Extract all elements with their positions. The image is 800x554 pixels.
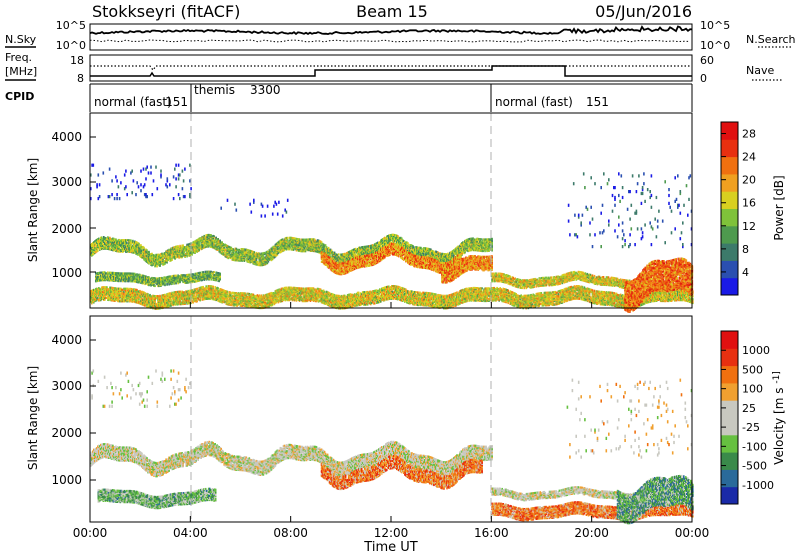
range-gate-cell bbox=[166, 261, 168, 263]
cpid-seg2-id: 3300 bbox=[250, 83, 281, 97]
freq-right-tick-top: 60 bbox=[700, 54, 714, 67]
freq-right-tick-bottom: 0 bbox=[700, 72, 707, 85]
range-gate-cell bbox=[236, 251, 238, 253]
range-gate-cell bbox=[198, 243, 200, 245]
range-gate-cell bbox=[156, 264, 158, 266]
freq-panel-frame bbox=[90, 55, 692, 81]
range-gate-cell bbox=[169, 256, 171, 258]
cpid-panel: CPID normal (fast) 151 themis 3300 norma… bbox=[5, 83, 692, 112]
power-data-cells bbox=[90, 164, 694, 313]
freq-left-label-1: Freq. bbox=[5, 51, 32, 64]
range-gate-cell bbox=[148, 251, 150, 253]
range-gate-cell bbox=[97, 250, 99, 252]
power-panel: 1000 2000 3000 4000 Slant Range [km] 481… bbox=[26, 113, 786, 313]
date-title: 05/Jun/2016 bbox=[595, 2, 692, 21]
cpid-seg2-name: themis bbox=[194, 83, 235, 97]
noise-left-tick-bottom: 10^0 bbox=[56, 39, 86, 52]
noise-search-line bbox=[90, 40, 690, 42]
cpid-seg1-name: normal (fast) bbox=[94, 95, 172, 109]
cpid-seg3-name: normal (fast) bbox=[495, 95, 573, 109]
range-gate-cell bbox=[143, 247, 145, 249]
noise-left-label: N.Sky bbox=[5, 33, 37, 46]
rti-figure: Stokkseyri (fitACF) Beam 15 05/Jun/2016 … bbox=[0, 0, 800, 554]
beam-title: Beam 15 bbox=[356, 2, 428, 21]
range-gate-cell bbox=[191, 254, 193, 256]
noise-panel: N.Sky 10^5 10^0 10^5 10^0 N.Search bbox=[5, 19, 796, 52]
noise-left-tick-top: 10^5 bbox=[56, 19, 86, 32]
freq-panel: Freq. [MHz] 18 8 60 0 Nave bbox=[5, 51, 782, 85]
noise-right-tick-top: 10^5 bbox=[700, 19, 730, 32]
range-gate-cell bbox=[126, 242, 128, 244]
noise-right-tick-bottom: 10^0 bbox=[700, 39, 730, 52]
noise-panel-frame bbox=[90, 24, 692, 50]
freq-left-label-2: [MHz] bbox=[5, 65, 37, 78]
cpid-seg1-id: 151 bbox=[165, 95, 188, 109]
freq-trace bbox=[90, 66, 692, 76]
range-gate-cell bbox=[177, 245, 179, 247]
range-gate-cell bbox=[130, 239, 132, 241]
station-title: Stokkseyri (fitACF) bbox=[92, 2, 240, 21]
range-gate-cell bbox=[132, 240, 134, 242]
freq-left-tick-top: 18 bbox=[70, 54, 84, 67]
noise-right-label: N.Search bbox=[746, 33, 796, 46]
freq-left-tick-bottom: 8 bbox=[77, 72, 84, 85]
noise-line bbox=[90, 27, 692, 35]
range-gate-cell bbox=[171, 259, 173, 261]
noise-sky-trace bbox=[90, 27, 692, 42]
cpid-label: CPID bbox=[5, 90, 34, 103]
freq-right-label: Nave bbox=[746, 64, 774, 77]
cpid-seg3-id: 151 bbox=[586, 95, 609, 109]
